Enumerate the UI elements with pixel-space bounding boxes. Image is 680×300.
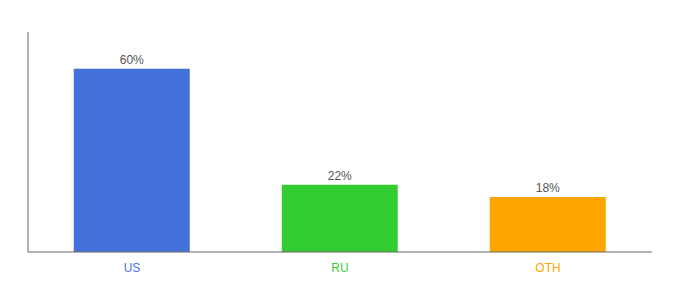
svg-text:60%: 60% xyxy=(120,53,144,67)
svg-text:18%: 18% xyxy=(536,181,560,195)
svg-text:RU: RU xyxy=(331,261,348,275)
svg-text:22%: 22% xyxy=(328,169,352,183)
svg-text:US: US xyxy=(124,261,141,275)
svg-text:OTH: OTH xyxy=(535,261,560,275)
